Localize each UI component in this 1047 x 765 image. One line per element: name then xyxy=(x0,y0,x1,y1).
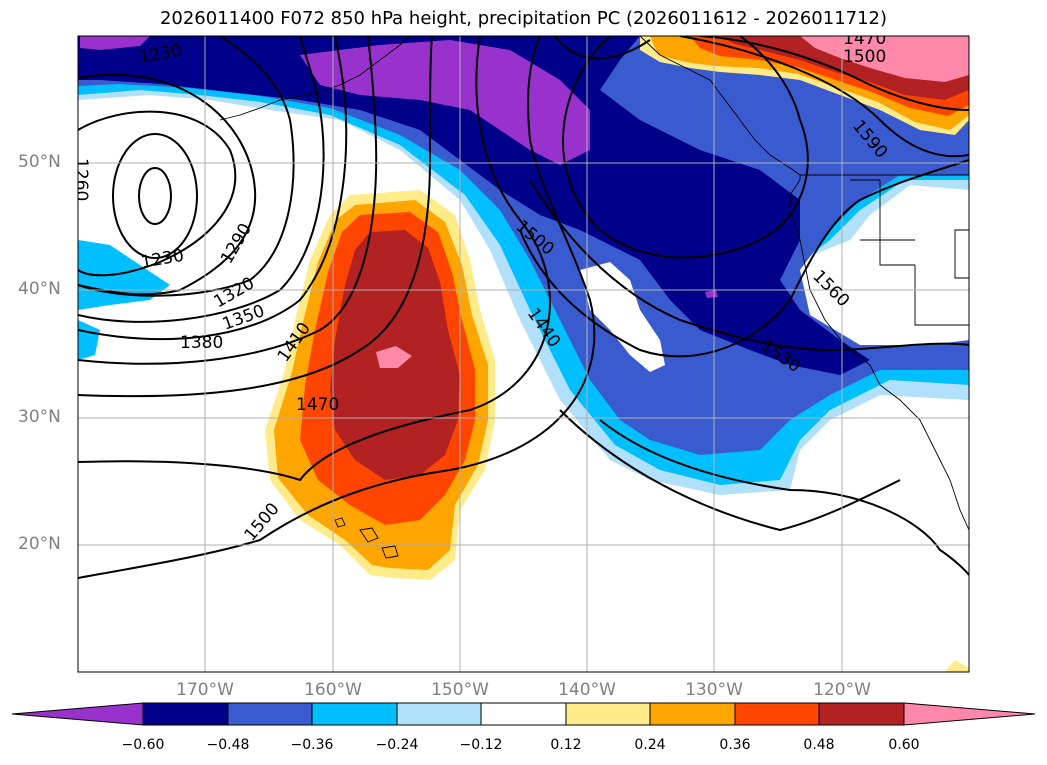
colorbar-tick-label: −0.24 xyxy=(375,737,419,753)
colorbar-segment xyxy=(396,702,482,726)
colorbar-segment xyxy=(311,702,398,726)
neg-west-patch-2 xyxy=(78,320,100,360)
neg-band-blue xyxy=(78,36,969,455)
colorbar-tick-label: 0.60 xyxy=(888,737,920,753)
neg-band-purple-3 xyxy=(705,290,718,298)
colorbar xyxy=(11,702,1036,726)
colorbar-segment xyxy=(734,702,820,726)
colorbar-tick-label: 0.12 xyxy=(550,737,582,753)
colorbar-segment xyxy=(818,702,905,726)
colorbar-segment xyxy=(565,702,651,726)
map-plot-area: 1230 1230 1260 1290 1320 1350 1380 1410 … xyxy=(71,29,969,672)
contour-label: 1470 xyxy=(843,29,886,49)
lon-label: 160°W xyxy=(304,680,362,700)
neg-band-purple-2 xyxy=(80,36,150,50)
map-title: 2026011400 F072 850 hPa height, precipit… xyxy=(159,8,888,29)
lon-label: 120°W xyxy=(813,680,871,700)
colorbar-tick-label: −0.60 xyxy=(121,737,165,753)
colorbar-extend-left xyxy=(11,702,144,726)
gridlines xyxy=(78,36,969,672)
colorbar-segment xyxy=(142,702,229,726)
map-frame xyxy=(77,35,970,673)
coastlines xyxy=(219,36,969,559)
contour-labels: 1230 1230 1260 1290 1320 1350 1380 1410 … xyxy=(71,29,891,545)
pos-plume-pink xyxy=(376,346,412,368)
colorbar-tick-label: −0.36 xyxy=(290,737,334,753)
colorbar-segment xyxy=(227,702,313,726)
colorbar-segment xyxy=(480,702,567,726)
colorbar-tick-label: −0.48 xyxy=(206,737,250,753)
lat-label: 20°N xyxy=(18,534,61,554)
colorbar-tick-label: 0.36 xyxy=(719,737,751,753)
height-contours xyxy=(78,36,969,579)
lon-label: 130°W xyxy=(685,680,743,700)
neg-west-patch xyxy=(78,240,170,310)
colorbar-extend-right xyxy=(903,702,1036,726)
colorbar-tick-label: 0.24 xyxy=(634,737,666,753)
contour-label: 1260 xyxy=(71,158,91,201)
lat-label: 40°N xyxy=(18,279,61,299)
lat-label: 30°N xyxy=(18,407,61,427)
lon-label: 150°W xyxy=(431,680,489,700)
lon-label: 140°W xyxy=(558,680,616,700)
colorbar-segment xyxy=(649,702,736,726)
contour-label: 1380 xyxy=(180,333,223,353)
pos-se-yellow xyxy=(945,660,969,672)
lon-label: 170°W xyxy=(176,680,234,700)
colorbar-tick-label: 0.48 xyxy=(803,737,835,753)
contour-label: 1500 xyxy=(843,47,886,67)
colorbar-tick-label: −0.12 xyxy=(459,737,503,753)
contour-label: 1470 xyxy=(296,395,339,415)
lat-label: 50°N xyxy=(18,152,61,172)
